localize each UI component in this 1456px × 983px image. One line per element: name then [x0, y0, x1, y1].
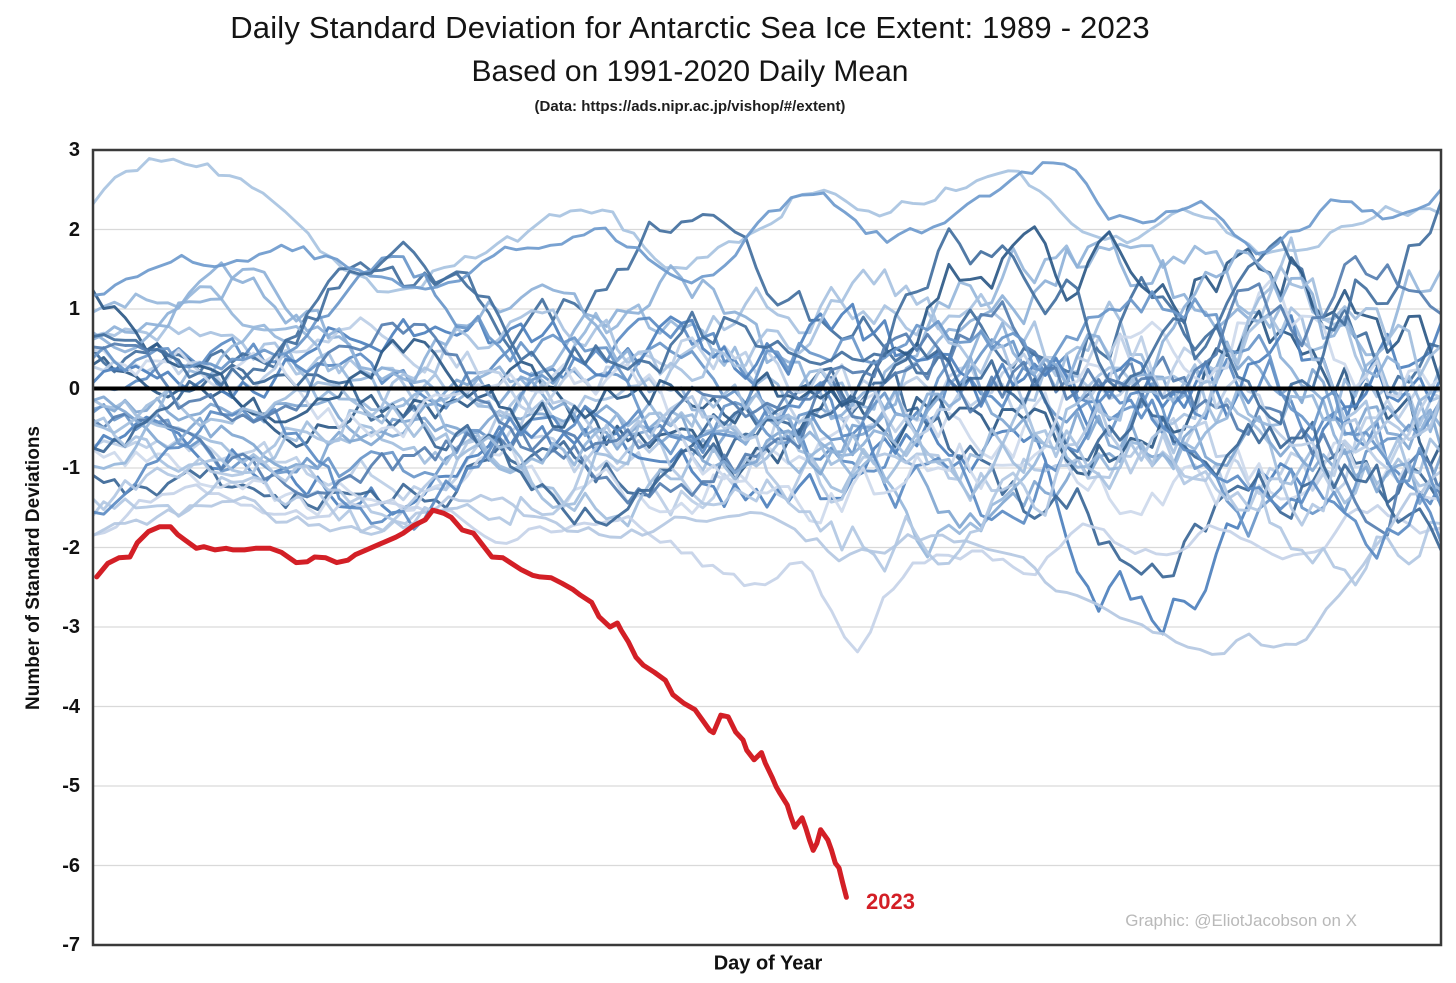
data-source-note: (Data: https://ads.nipr.ac.jp/vishop/#/e…: [534, 98, 846, 115]
background-year-line: [93, 309, 1441, 481]
y-tick-label: -2: [62, 536, 80, 559]
background-year-line: [93, 200, 1441, 426]
chart-header: Daily Standard Deviation for Antarctic S…: [0, 10, 1380, 115]
background-year-line: [93, 249, 1441, 458]
chart-subtitle: Based on 1991-2020 Daily Mean: [471, 55, 909, 88]
y-tick-label: -4: [62, 695, 80, 718]
series-layer: [93, 157, 1441, 900]
y-tick-label: 1: [68, 298, 80, 320]
background-year-line: [93, 355, 1441, 505]
background-year-line: [93, 225, 1441, 431]
y-tick-label: -5: [62, 775, 80, 797]
chart-title: Daily Standard Deviation for Antarctic S…: [230, 10, 1150, 45]
background-year-line: [93, 161, 1441, 297]
x-axis-title: Day of Year: [713, 952, 823, 975]
background-year-line: [93, 321, 1441, 636]
background-year-line: [93, 255, 1441, 453]
y-tick-label: -7: [62, 934, 80, 956]
background-year-line: [93, 265, 1441, 510]
background-year-line: [93, 268, 1441, 492]
background-year-line: [93, 279, 1441, 525]
series-2023-line: [94, 507, 849, 900]
y-tick-label: -6: [62, 854, 80, 877]
y-tick-label: -3: [62, 616, 80, 638]
y-tick-label: -1: [62, 457, 80, 479]
background-year-line: [93, 483, 1441, 654]
plot-border: [91, 148, 1443, 947]
series-2023-label: 2023: [866, 889, 915, 914]
y-tick-label: 2: [68, 218, 80, 241]
background-year-line: [93, 470, 1441, 656]
y-tick-label: 0: [68, 377, 80, 400]
background-year-line: [93, 394, 1441, 573]
y-tick-label: 3: [68, 139, 80, 161]
credit-watermark: Graphic: @EliotJacobson on X: [1125, 911, 1357, 930]
